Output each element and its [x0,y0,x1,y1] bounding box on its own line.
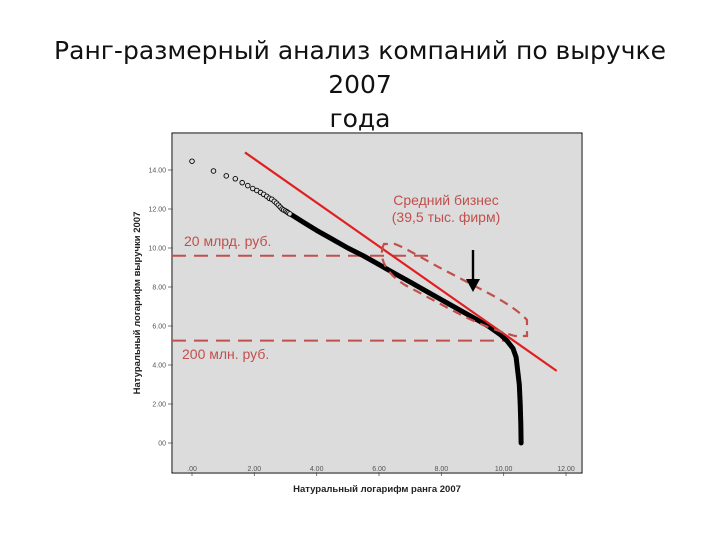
data-point [223,173,230,179]
series-curve [289,212,524,446]
page-title: Ранг-размерный анализ компаний по выручк… [40,34,680,136]
x-tick-label: 2.00 [248,466,262,473]
reference-lines [172,254,507,342]
x-axis-title: Натуральный логарифм ранга 2007 [293,484,461,495]
y-tick-label: 10.00 [148,246,166,253]
x-axis: .00 2.00 4.00 6.00 8.00 10.00 12.00 [187,466,575,476]
ref-label-200m: 200 млн. руб. [182,346,269,362]
y-tick-label: 2.00 [152,402,166,409]
title-line-2: года [329,104,391,133]
ref-label-20bn: 20 млрд. руб. [184,233,271,249]
series-line [289,212,524,446]
x-tick-label: 12.00 [557,466,575,473]
annotation-label-line-1: Средний бизнес [393,192,499,208]
title-line-1: Ранг-размерный анализ компаний по выручк… [54,36,666,99]
plot-area [173,134,581,472]
data-point [232,176,239,182]
data-point [189,158,195,164]
y-tick-label: 00 [158,441,166,448]
annotation-label-line-2: (39,5 тыс. фирм) [392,209,500,225]
x-tick-label: .00 [187,466,197,473]
x-tick-label: 10.00 [495,466,513,473]
annotation-arrow-head [466,279,480,292]
series-points [189,158,293,217]
y-axis: 00 2.00 4.00 6.00 8.00 10.00 12.00 14.00 [148,168,173,448]
y-tick-label: 8.00 [152,285,166,292]
y-axis-title: Натуральный логарифм выручки 2007 [132,212,143,395]
data-point [287,211,293,217]
x-tick-label: 8.00 [435,466,449,473]
y-tick-label: 6.00 [152,324,166,331]
trend-line [244,151,558,372]
y-tick-label: 14.00 [148,168,166,175]
trend-line-path [244,151,558,372]
data-point [245,182,251,189]
middle-business-region [380,242,529,338]
y-tick-label: 12.00 [148,207,166,214]
x-tick-label: 4.00 [310,466,324,473]
y-tick-label: 4.00 [152,363,166,370]
data-point [210,168,217,174]
x-tick-label: 6.00 [372,466,386,473]
data-point [239,179,245,186]
